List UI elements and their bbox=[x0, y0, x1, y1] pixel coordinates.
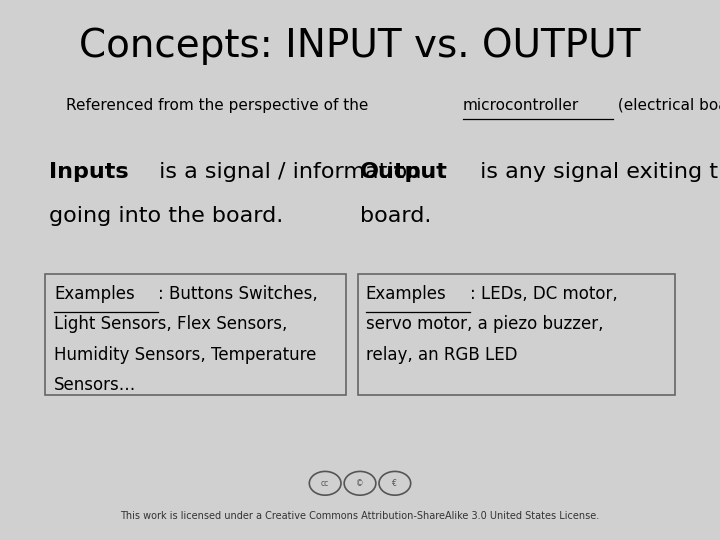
Text: Inputs: Inputs bbox=[49, 162, 129, 182]
Text: Humidity Sensors, Temperature: Humidity Sensors, Temperature bbox=[54, 346, 316, 363]
Text: Examples: Examples bbox=[366, 285, 446, 303]
Text: board.: board. bbox=[360, 206, 431, 226]
Text: is a signal / information: is a signal / information bbox=[152, 162, 421, 182]
Text: €: € bbox=[392, 479, 397, 488]
Text: Output: Output bbox=[360, 162, 448, 182]
Text: Examples: Examples bbox=[54, 285, 135, 303]
Text: : LEDs, DC motor,: : LEDs, DC motor, bbox=[470, 285, 618, 303]
Text: This work is licensed under a Creative Commons Attribution-ShareAlike 3.0 United: This work is licensed under a Creative C… bbox=[120, 511, 600, 521]
Text: cc: cc bbox=[321, 479, 329, 488]
Text: Light Sensors, Flex Sensors,: Light Sensors, Flex Sensors, bbox=[54, 315, 287, 333]
Text: Sensors…: Sensors… bbox=[54, 376, 136, 394]
Text: is any signal exiting the: is any signal exiting the bbox=[473, 162, 720, 182]
Text: : Buttons Switches,: : Buttons Switches, bbox=[158, 285, 318, 303]
Text: servo motor, a piezo buzzer,: servo motor, a piezo buzzer, bbox=[366, 315, 603, 333]
Text: relay, an RGB LED: relay, an RGB LED bbox=[366, 346, 517, 363]
Text: microcontroller: microcontroller bbox=[463, 98, 579, 113]
Text: Referenced from the perspective of the: Referenced from the perspective of the bbox=[66, 98, 374, 113]
Text: ©: © bbox=[356, 479, 364, 488]
Text: Concepts: INPUT vs. OUTPUT: Concepts: INPUT vs. OUTPUT bbox=[79, 27, 641, 65]
Text: (electrical board).: (electrical board). bbox=[613, 98, 720, 113]
Text: going into the board.: going into the board. bbox=[49, 206, 283, 226]
